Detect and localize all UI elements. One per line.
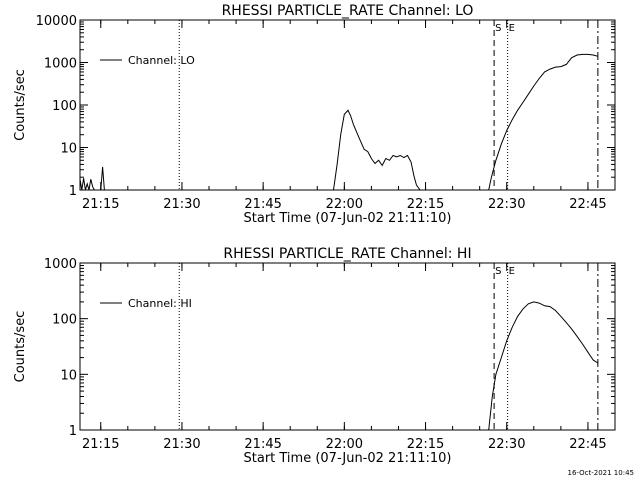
x-tick-label: 22:45	[569, 437, 606, 452]
x-tick-label: 21:30	[163, 437, 200, 452]
legend-entry: Channel: LO	[128, 54, 195, 67]
x-tick-label: 22:15	[407, 437, 444, 452]
x-tick-label: 22:30	[488, 197, 525, 212]
time-marker-label: S	[495, 23, 501, 34]
y-tick-label: 10000	[36, 14, 77, 29]
legend-entry: Channel: HI	[128, 297, 192, 310]
x-axis-label: Start Time (07-Jun-02 21:11:10)	[244, 211, 452, 226]
series-line	[333, 109, 421, 191]
y-axis-label: Counts/sec	[13, 69, 28, 141]
y-tick-label: 10	[60, 142, 77, 157]
chart-title: RHESSI PARTICLE_RATE Channel: LO	[222, 3, 474, 19]
y-tick-label: 100	[52, 99, 77, 114]
chart-title: RHESSI PARTICLE_RATE Channel: HI	[223, 246, 471, 262]
x-tick-label: 22:00	[326, 437, 363, 452]
time-marker-label: E	[509, 266, 515, 277]
panel-lo: RHESSI PARTICLE_RATE Channel: LO Start Ti…	[13, 3, 616, 226]
x-tick-label: 22:15	[407, 197, 444, 212]
y-tick-label: 1000	[44, 57, 77, 72]
series-line	[79, 178, 95, 191]
x-tick-label: 22:30	[488, 437, 525, 452]
y-tick-label: 100	[52, 313, 77, 328]
y-axis-label: Counts/sec	[13, 311, 28, 383]
series-line	[100, 166, 105, 191]
series-line	[488, 53, 599, 191]
y-tick-label: 1000	[44, 257, 77, 272]
x-tick-label: 21:15	[82, 197, 119, 212]
x-tick-label: 21:30	[163, 197, 200, 212]
x-axis-label: Start Time (07-Jun-02 21:11:10)	[244, 451, 452, 466]
plot-frame	[79, 262, 616, 431]
panel-hi: RHESSI PARTICLE_RATE Channel: HI Start Ti…	[13, 246, 616, 466]
time-marker-label: S	[495, 266, 501, 277]
x-tick-label: 22:45	[569, 197, 606, 212]
footer-timestamp: 16-Oct-2021 10:45	[567, 469, 634, 477]
y-tick-label: 1	[69, 424, 77, 439]
time-marker-label: E	[509, 23, 515, 34]
y-tick-label: 10	[60, 368, 77, 383]
y-tick-label: 1	[69, 184, 77, 199]
x-tick-label: 22:00	[326, 197, 363, 212]
series-line	[488, 301, 599, 431]
x-tick-label: 21:15	[82, 437, 119, 452]
x-tick-label: 21:45	[244, 437, 281, 452]
x-tick-label: 21:45	[244, 197, 281, 212]
